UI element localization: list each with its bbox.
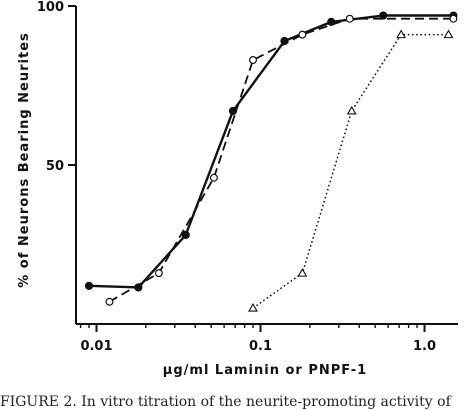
data-point [105,297,114,306]
data-point [248,302,258,312]
series-line [109,17,454,303]
data-point [297,268,308,277]
series-2 [105,14,458,306]
data-point [84,281,94,290]
data-point [443,29,454,39]
data-point [449,14,458,23]
series-line [252,33,449,309]
series-line [88,14,454,289]
y-tick-label: 100 [37,0,64,15]
data-point [181,230,190,240]
data-point [209,173,218,182]
series-1 [84,11,458,292]
x-tick-label: 1.0 [413,339,436,354]
data-point [154,269,163,278]
x-tick-label: 0.1 [249,339,272,354]
y-tick-label: 50 [46,159,64,174]
data-point [346,105,357,115]
data-point [249,56,258,65]
series-layer [84,11,458,312]
data-point [298,30,307,39]
data-point [396,29,407,39]
data-point [345,14,354,23]
series-3 [248,29,454,312]
x-tick-label: 0.01 [80,339,112,354]
data-point [379,11,388,20]
data-point [228,106,238,116]
x-axis-label: μg/ml Laminin or PNPF-1 [163,363,367,378]
figure-caption: FIGURE 2. In vitro titration of the neur… [0,394,451,410]
y-axis-label: % of Neurons Bearing Neurites [17,32,32,288]
axes: 0.01 0.1 1.0 50 100 [37,0,458,354]
